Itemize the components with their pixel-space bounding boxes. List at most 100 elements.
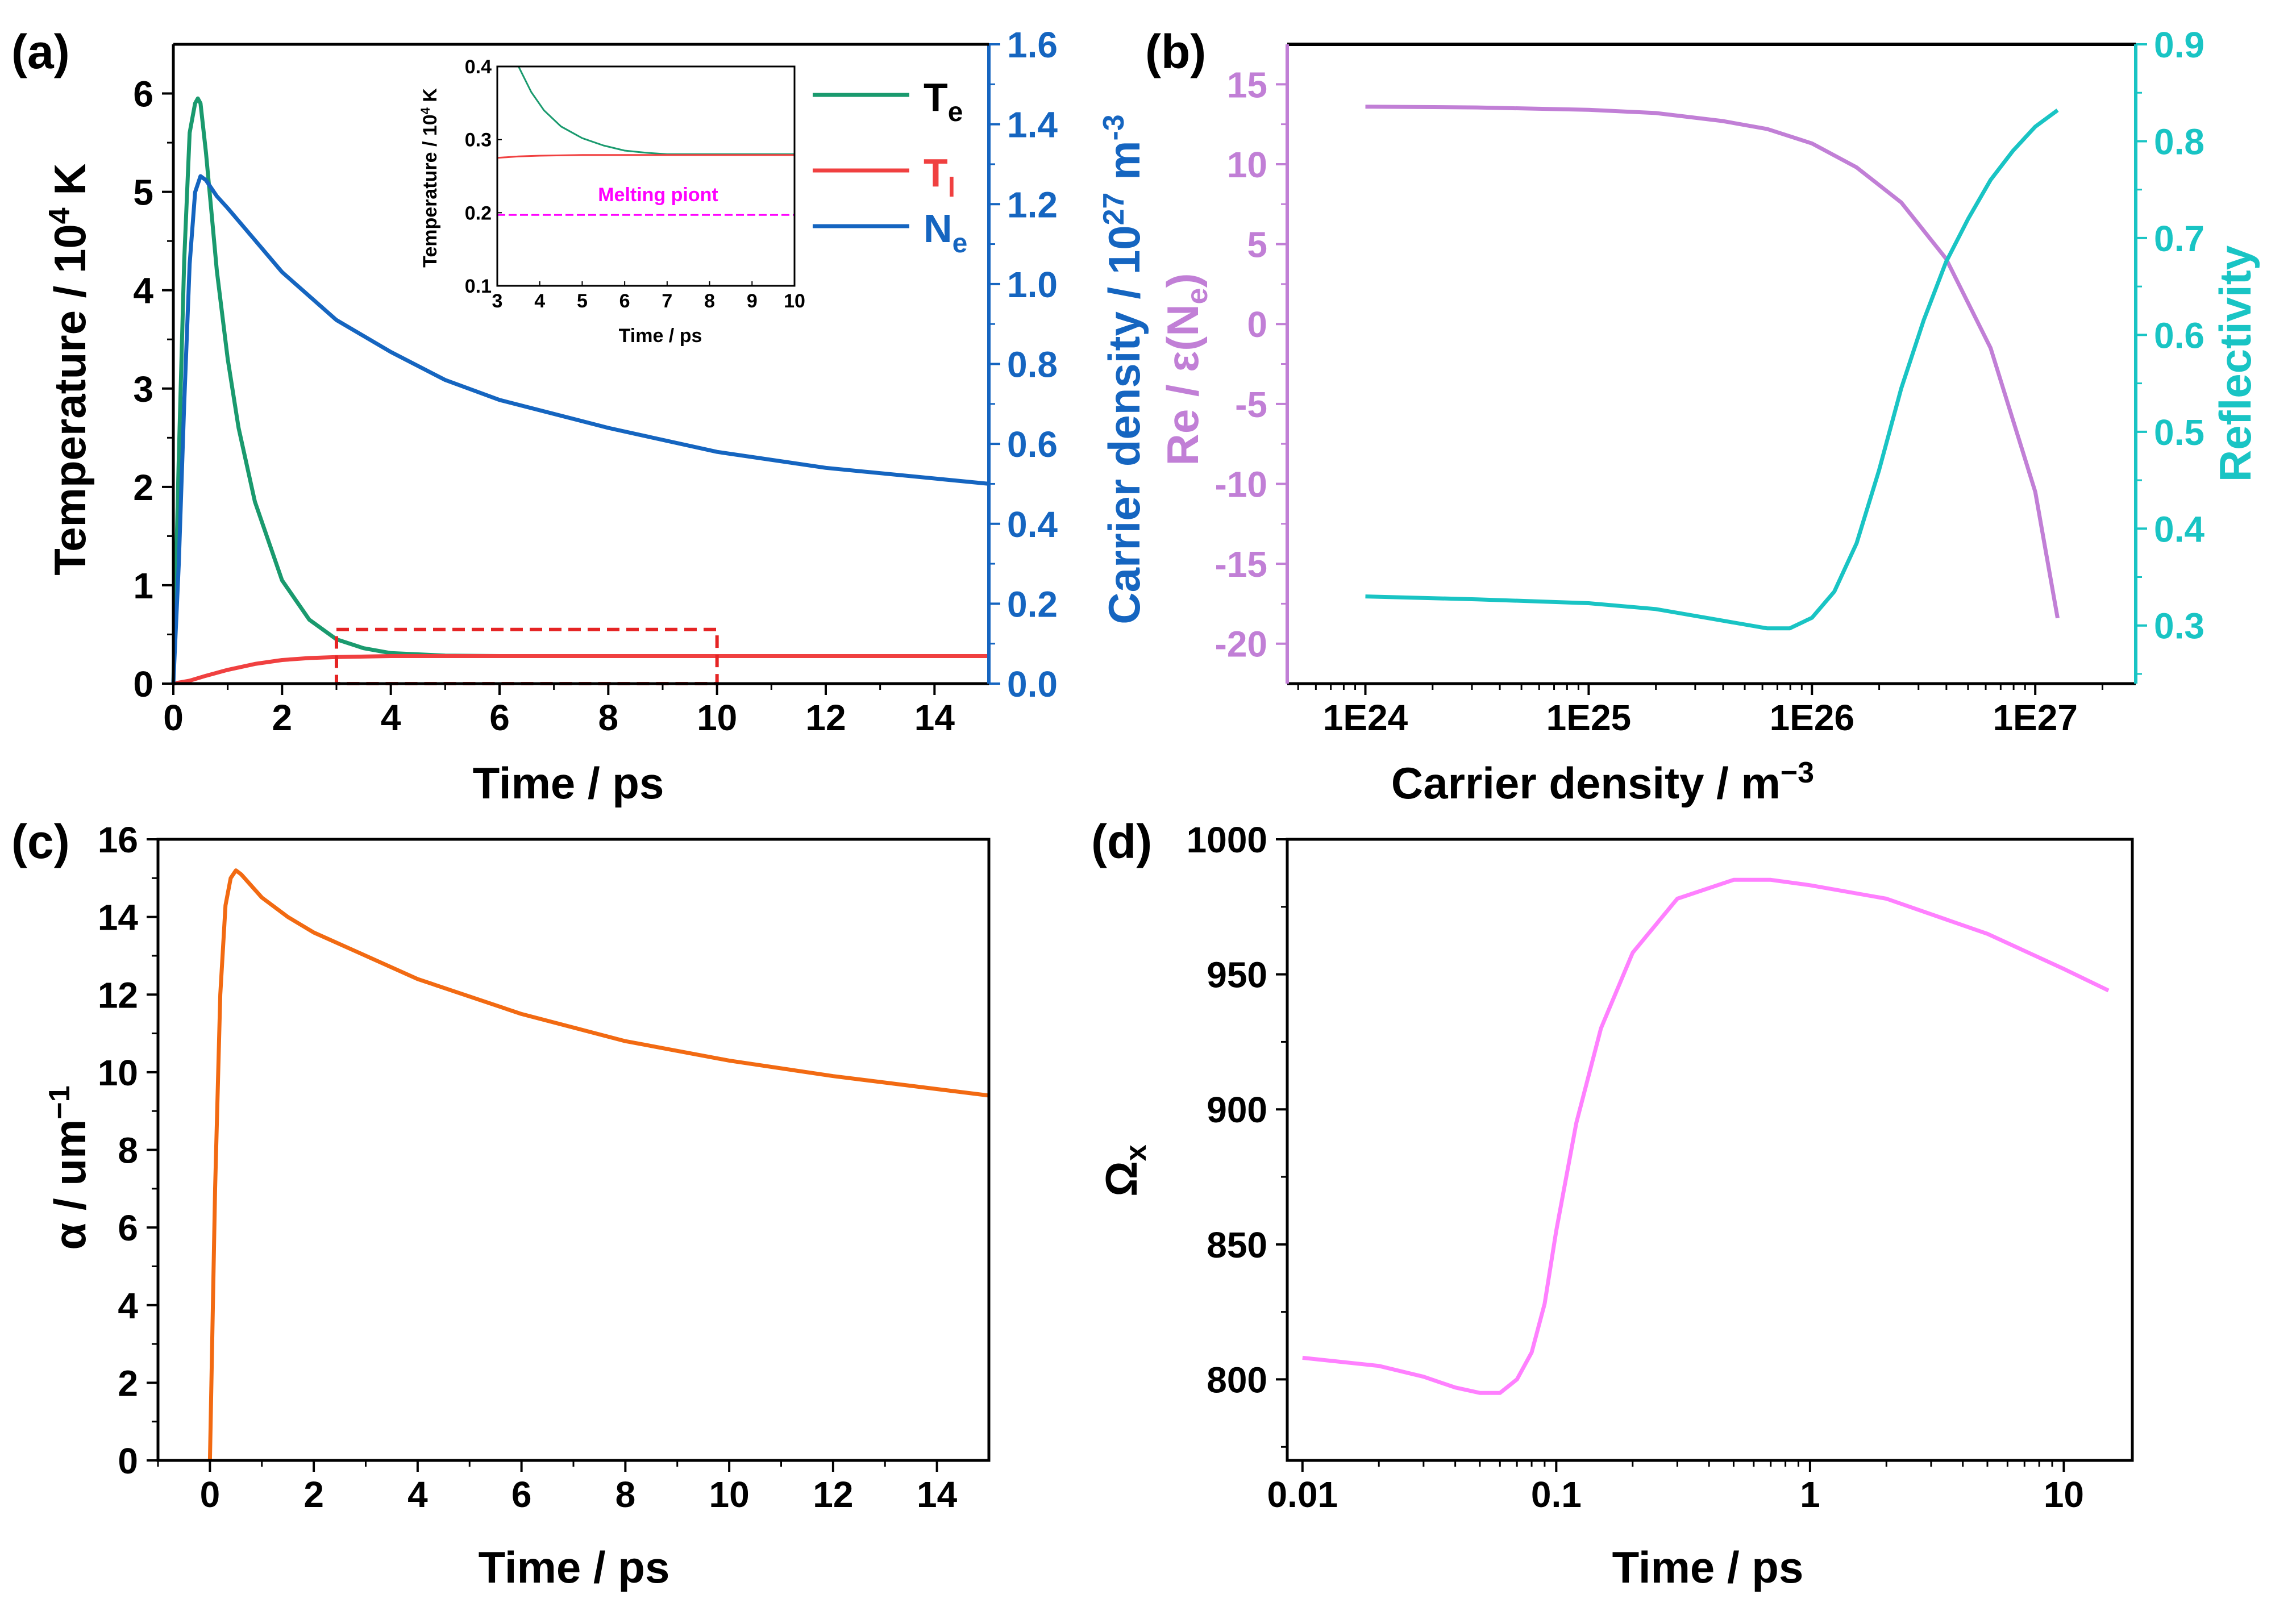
panel-d-label: (d)	[1091, 815, 1152, 868]
x-tick-label: 2	[272, 697, 293, 738]
panel-b-ylabel-left: Re / ε(Ne)	[1158, 273, 1214, 466]
legend-Te: Te	[924, 75, 963, 127]
legend-Ne: Ne	[924, 206, 967, 259]
y2-tick-label: 0.4	[1007, 504, 1058, 545]
panel-d-ylabel: Ωx	[1096, 1144, 1153, 1197]
x-tick-label: 8	[598, 697, 619, 738]
x-tick-label: 0	[200, 1474, 221, 1515]
x-tick-label: 2	[303, 1474, 324, 1515]
panel-a-legend: Te Tl Ne	[813, 75, 967, 259]
panel-b-xlabel: Carrier density / m−3	[1391, 756, 1814, 808]
y2-tick-label: 0.8	[1007, 344, 1058, 385]
x-tick-label: 1E24	[1323, 697, 1408, 738]
series-Tl	[173, 654, 989, 686]
x-tick-label: 12	[813, 1474, 853, 1515]
panel-c-ylabel: α / um−1	[43, 1085, 95, 1250]
y2-tick-label: 1.2	[1007, 184, 1058, 225]
y-tick-label: 16	[98, 819, 138, 860]
plot-frame	[156, 838, 991, 1462]
y-tick-label: 5	[1247, 224, 1267, 265]
y2-tick-label: 0.4	[2154, 509, 2205, 550]
y-tick-label: 6	[118, 1208, 138, 1248]
y2-tick-label: 1.6	[1007, 24, 1058, 65]
y-tick-label: 0	[118, 1441, 138, 1481]
series-reflectivity	[1365, 109, 2059, 631]
y-tick-label: 15	[1227, 64, 1267, 105]
y-tick-label: 950	[1207, 955, 1267, 996]
y-tick-label: 10	[1227, 144, 1267, 185]
y2-tick-label: 0.0	[1007, 664, 1058, 705]
panel-c: (c) 0 2 4 6 8 10 12 14 0 2 4 6 8 10 12 14 16 Time / ps α…	[11, 815, 991, 1592]
y-tick-label: 1000	[1187, 819, 1267, 860]
x-tick-label: 1	[1800, 1474, 1820, 1515]
y2-tick-label: 0.2	[1007, 584, 1058, 625]
y-tick-label: 8	[118, 1130, 138, 1171]
panel-b-ylabel-right: Reflectivity	[2210, 245, 2260, 482]
y-tick-label: 4	[118, 1285, 138, 1326]
y-tick-label: -15	[1215, 544, 1268, 585]
inset-y-tick-label: 0.3	[465, 130, 492, 151]
x-tick-label: 10	[709, 1474, 750, 1515]
y2-tick-label: 0.7	[2154, 218, 2205, 259]
panel-c-xlabel: Time / ps	[479, 1542, 670, 1592]
y-tick-label: -20	[1215, 624, 1268, 665]
inset-x-tick-label: 8	[704, 290, 715, 312]
panel-c-label: (c)	[11, 815, 70, 868]
inset-y-tick-label: 0.2	[465, 202, 492, 224]
x-tick-label: 0.01	[1267, 1474, 1338, 1515]
y2-tick-label: 1.0	[1007, 264, 1058, 305]
y2-tick-label: 0.3	[2154, 606, 2205, 647]
y2-tick-label: 0.5	[2154, 412, 2205, 453]
y-tick-label: 5	[133, 172, 153, 213]
inset-x-tick-label: 3	[492, 290, 503, 312]
panel-a-ylabel-right: Carrier density / 1027 m-3	[1097, 114, 1149, 624]
panel-b: (b) 1E24 1E25 1E26 1E27 15 10 5 0 -5 -10 -15 -20 0.3…	[1145, 24, 2260, 808]
x-tick-label: 1E25	[1546, 697, 1631, 738]
inset-y-tick-label: 0.4	[465, 56, 492, 78]
y-tick-label: 3	[133, 369, 153, 410]
y2-tick-label: 0.8	[2154, 121, 2205, 162]
inset-ylabel: Temperature / 104 K	[418, 88, 441, 268]
series-permittivity	[1365, 105, 2060, 619]
y-tick-label: 1	[133, 565, 153, 606]
y-tick-label: 800	[1207, 1359, 1267, 1400]
inset-xlabel: Time / ps	[619, 325, 702, 347]
y2-tick-label: 0.6	[2154, 315, 2205, 356]
y2-tick-label: 1.4	[1007, 105, 1058, 145]
x-tick-label: 1E26	[1770, 697, 1854, 738]
inset-x-tick-label: 7	[662, 290, 672, 312]
inset-x-tick-label: 4	[534, 290, 545, 312]
x-tick-label: 12	[805, 697, 846, 738]
panel-a-xlabel: Time / ps	[473, 758, 664, 808]
inset-series-Tl	[497, 154, 795, 159]
inset-x-tick-label: 5	[577, 290, 588, 312]
x-tick-label: 0.1	[1531, 1474, 1582, 1515]
x-tick-label: 8	[615, 1474, 636, 1515]
x-tick-label: 6	[511, 1474, 532, 1515]
inset-frame	[496, 65, 796, 287]
panel-a-inset: 3 4 5 6 7 8 9 10 0.1 0.2 0.3 0.4 Time / ps Temperat…	[418, 56, 805, 347]
inset-melting-annotation: Melting piont	[598, 184, 718, 206]
x-tick-label: 10	[697, 697, 737, 738]
x-tick-label: 0	[163, 697, 184, 738]
y-tick-label: 2	[133, 467, 153, 508]
x-tick-label: 1E27	[1993, 697, 2077, 738]
plot-frame	[1286, 838, 2134, 1462]
x-tick-label: 4	[407, 1474, 428, 1515]
panel-d-xlabel: Time / ps	[1612, 1542, 1804, 1592]
y-tick-label: 900	[1207, 1089, 1267, 1130]
panel-a-ylabel-left: Temperature / 104 K	[43, 163, 95, 575]
x-tick-label: 14	[917, 1474, 958, 1515]
y-tick-label: 0	[133, 664, 153, 705]
panel-d: (d) 0.01 0.1 1 10 800 850 900 950 1000 Time / ps…	[1091, 815, 2134, 1592]
inset-x-tick-label: 10	[784, 290, 805, 312]
y-tick-label: 0	[1247, 304, 1267, 345]
inset-bg	[497, 66, 795, 286]
series-alpha	[207, 868, 989, 1461]
series-omega	[1302, 877, 2110, 1395]
y-tick-label: 6	[133, 74, 153, 115]
panel-a: (a) 0 2 4 6 8 10 12 1401234560.00.20.40.60.81.0…	[11, 24, 1149, 808]
inset-x-tick-label: 6	[619, 290, 630, 312]
y-tick-label: 10	[98, 1052, 138, 1093]
